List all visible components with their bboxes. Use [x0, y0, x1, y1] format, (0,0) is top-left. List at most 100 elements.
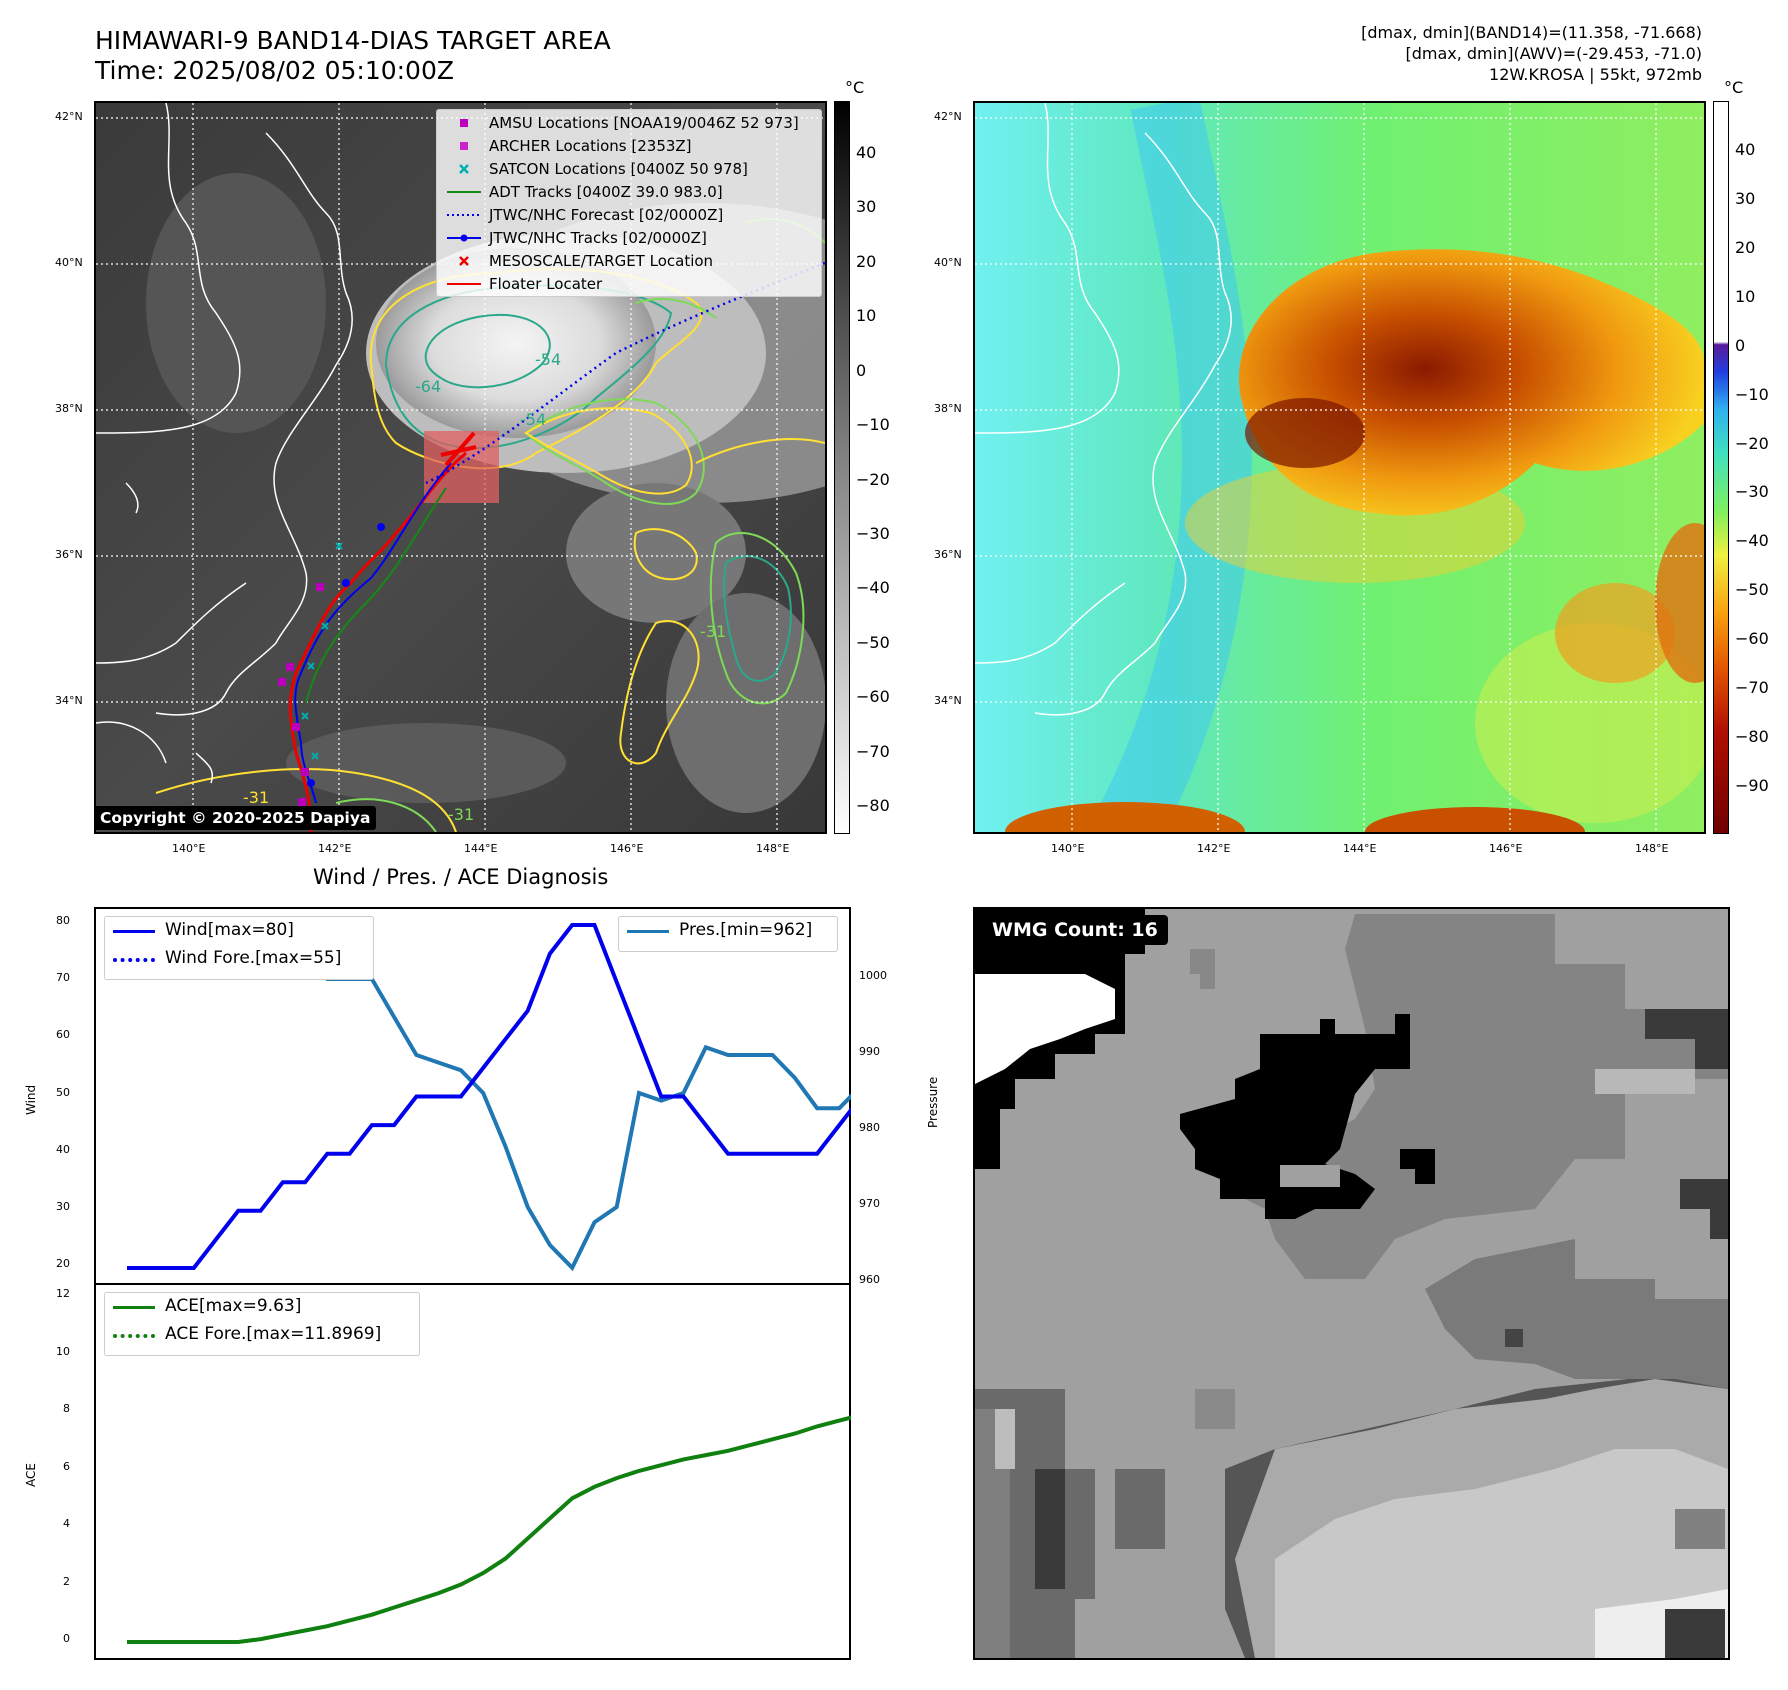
tick-label: 20	[56, 1257, 70, 1270]
legend-item-ace: ACE[max=9.63]	[105, 1293, 419, 1321]
lat-label: 38°N	[934, 402, 962, 415]
legend-item-ace-forecast: ACE Fore.[max=11.8969]	[105, 1321, 419, 1349]
line-icon	[113, 1306, 155, 1309]
lat-label: 38°N	[55, 402, 83, 415]
target-area-box	[424, 431, 499, 503]
info-text: [dmax, dmin](BAND14)=(11.358, -71.668) […	[1361, 23, 1702, 84]
awv-map-canvas	[975, 103, 1704, 832]
lat-label: 34°N	[55, 694, 83, 707]
legend-item-amsu: AMSU Locations [NOAA19/0046Z 52 973]	[437, 112, 821, 134]
lat-label: 42°N	[55, 110, 83, 123]
coastline	[975, 103, 1232, 716]
pressure-axis-label: Pressure	[926, 1076, 940, 1128]
lon-label: 148°E	[1635, 842, 1669, 855]
lat-label: 40°N	[934, 256, 962, 269]
tick-label: 30	[1735, 188, 1756, 208]
pressure-legend: Pres.[min=962]	[618, 916, 838, 952]
map-gridlines	[975, 103, 1704, 832]
awv-satellite-map	[973, 101, 1706, 834]
lon-label: 148°E	[756, 842, 790, 855]
ir-colorbar	[834, 101, 850, 834]
contour-label: -31	[243, 788, 270, 807]
wind-axis-label: Wind	[24, 1084, 38, 1115]
legend-item-adt: ADT Tracks [0400Z 39.0 983.0]	[437, 181, 821, 203]
line-dot-icon	[447, 234, 481, 242]
tick-label: −40	[856, 578, 890, 598]
awv-colorbar	[1713, 101, 1729, 834]
legend-item-wind: Wind[max=80]	[105, 917, 373, 945]
tick-label: 2	[63, 1574, 70, 1588]
tick-label: −50	[856, 632, 890, 652]
tick-label: 980	[859, 1121, 880, 1134]
diagnosis-plot	[127, 916, 851, 1644]
line-icon	[113, 930, 155, 933]
x-marker-icon	[459, 164, 469, 174]
ace-axis-label: ACE	[24, 1463, 38, 1487]
track-points	[307, 523, 385, 787]
best-track	[294, 462, 452, 804]
legend-item-pressure: Pres.[min=962]	[619, 917, 837, 945]
adt-track	[305, 487, 447, 704]
tick-label: −50	[1735, 580, 1769, 600]
lat-label: 40°N	[55, 256, 83, 269]
coastline	[96, 103, 353, 784]
square-marker-icon	[460, 142, 468, 150]
dotted-line-icon	[447, 214, 481, 216]
lon-label: 140°E	[172, 842, 206, 855]
tick-label: 40	[1735, 140, 1756, 159]
lat-label: 36°N	[55, 548, 83, 561]
tick-label: −80	[1735, 727, 1769, 747]
wind-legend: Wind[max=80] Wind Fore.[max=55]	[104, 916, 374, 980]
tick-label: −30	[856, 523, 890, 543]
tick-label: 970	[859, 1197, 880, 1210]
ace-plot	[127, 1415, 851, 1644]
tick-label: 960	[859, 1273, 880, 1286]
lon-label: 146°E	[610, 842, 644, 855]
mesoscale-target-marker	[440, 431, 477, 467]
map-legend: AMSU Locations [NOAA19/0046Z 52 973] ARC…	[436, 109, 822, 297]
tick-label: −40	[1735, 531, 1769, 551]
tick-label: 0	[63, 1632, 70, 1645]
tick-label: 80	[56, 914, 70, 927]
wmg-cold-core	[1180, 1014, 1410, 1219]
x-marker-icon	[459, 256, 469, 266]
square-marker-icon	[460, 119, 468, 127]
ace-series-line	[127, 1415, 851, 1644]
wmg-canvas	[975, 909, 1728, 1658]
legend-item-forecast: JTWC/NHC Forecast [02/0000Z]	[437, 204, 821, 226]
lon-label: 146°E	[1489, 842, 1523, 855]
tick-label: −70	[856, 741, 890, 761]
lon-label: 140°E	[1051, 842, 1085, 855]
tick-label: 0	[856, 360, 867, 380]
tick-label: −20	[856, 469, 890, 489]
dotted-line-icon	[113, 958, 155, 962]
tick-label: 0	[1735, 335, 1746, 355]
tick-label: 4	[63, 1517, 70, 1530]
tick-label: 60	[56, 1028, 70, 1042]
tick-label: 10	[856, 306, 877, 326]
ace-legend: ACE[max=9.63] ACE Fore.[max=11.8969]	[104, 1292, 420, 1356]
tick-label: −30	[1735, 482, 1769, 502]
lon-label: 144°E	[464, 842, 498, 855]
tick-label: −90	[1735, 776, 1769, 795]
dotted-line-icon	[113, 1334, 155, 1338]
copyright-badge: Copyright © 2020-2025 Dapiya	[94, 806, 377, 830]
tick-label: −10	[856, 415, 890, 435]
satcon-markers	[301, 542, 343, 760]
tick-label: 10	[1735, 286, 1756, 306]
lat-label: 34°N	[934, 694, 962, 707]
tick-label: 30	[56, 1199, 70, 1213]
wmg-panel	[973, 907, 1730, 1660]
line-icon	[447, 191, 481, 193]
contour-label: -31	[448, 805, 475, 824]
lon-label: 142°E	[1197, 842, 1231, 855]
colorbar-unit: °C	[1724, 78, 1744, 97]
tick-label: −70	[1735, 678, 1769, 698]
contour-label: -31	[700, 622, 727, 641]
legend-item-satcon: SATCON Locations [0400Z 50 978]	[437, 158, 821, 180]
wmg-blocks	[975, 909, 1728, 1658]
tick-label: 30	[856, 197, 877, 217]
tick-label: 40	[56, 1142, 70, 1156]
lon-label: 142°E	[318, 842, 352, 855]
tick-label: 8	[63, 1402, 70, 1415]
